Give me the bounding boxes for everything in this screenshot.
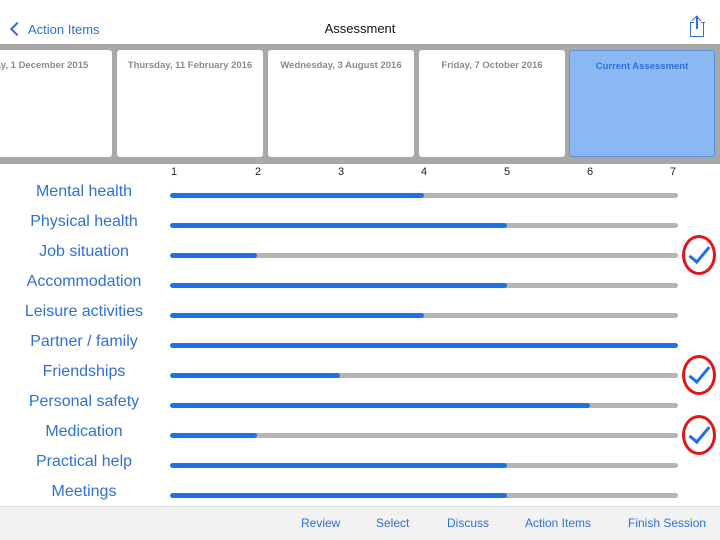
select-button[interactable]: Select: [376, 516, 410, 530]
row-label-physical-health[interactable]: Physical health: [30, 213, 138, 230]
score-fill-personal-safety: [170, 403, 590, 408]
assessment-card-february-2016[interactable]: Thursday, 11 February 2016: [117, 50, 263, 157]
discuss-button[interactable]: Discuss: [447, 516, 490, 530]
scale-tick-4: 4: [421, 166, 428, 178]
row-label-medication[interactable]: Medication: [45, 423, 123, 440]
back-button[interactable]: Action Items: [8, 18, 100, 40]
scale-tick-3: 3: [338, 166, 345, 178]
scale-tick-2: 2: [255, 166, 262, 178]
assessment-card-october-2016[interactable]: Friday, 7 October 2016: [419, 50, 565, 157]
assessment-timeline: day, 1 December 2015 Thursday, 11 Februa…: [0, 44, 720, 164]
score-fill-accommodation: [170, 283, 507, 288]
scale-tick-1: 1: [171, 166, 178, 178]
row-label-personal-safety[interactable]: Personal safety: [28, 393, 140, 410]
score-slider-leisure-activities[interactable]: [170, 313, 678, 318]
score-slider-partner-family[interactable]: [170, 343, 678, 348]
score-fill-mental-health: [170, 193, 424, 198]
row-label-partner-family[interactable]: Partner / family: [30, 333, 138, 350]
back-button-label: Action Items: [28, 21, 100, 37]
bottom-toolbar: Review Select Discuss Action Items Finis…: [0, 506, 720, 540]
assessment-card-december-2015[interactable]: day, 1 December 2015: [0, 50, 112, 157]
review-button[interactable]: Review: [301, 516, 341, 530]
check-tick-icon: [688, 420, 711, 445]
score-slider-friendships[interactable]: [170, 373, 678, 378]
score-fill-job-situation: [170, 253, 258, 258]
score-slider-physical-health[interactable]: [170, 223, 678, 228]
row-label-meetings[interactable]: Meetings: [51, 483, 117, 500]
checkmark-icon[interactable]: [682, 235, 716, 275]
score-fill-friendships: [170, 373, 341, 378]
check-tick-icon: [688, 360, 711, 385]
row-label-practical-help[interactable]: Practical help: [35, 453, 133, 470]
score-slider-practical-help[interactable]: [170, 463, 678, 468]
score-fill-partner-family: [170, 343, 678, 348]
navigation-bar: Action Items Assessment: [0, 0, 720, 44]
row-label-mental-health[interactable]: Mental health: [35, 183, 133, 200]
action-items-button[interactable]: Action Items: [525, 516, 592, 530]
row-label-job-situation[interactable]: Job situation: [39, 243, 129, 260]
finish-session-button[interactable]: Finish Session: [628, 516, 707, 530]
score-fill-medication: [170, 433, 258, 438]
score-fill-physical-health: [170, 223, 507, 228]
score-fill-practical-help: [170, 463, 507, 468]
assessment-card-august-2016[interactable]: Wednesday, 3 August 2016: [268, 50, 414, 157]
checkmark-icon[interactable]: [682, 355, 716, 395]
score-slider-mental-health[interactable]: [170, 193, 678, 198]
score-slider-personal-safety[interactable]: [170, 403, 678, 408]
check-tick-icon: [688, 240, 711, 265]
scale-tick-6: 6: [587, 166, 594, 178]
checkmark-icon[interactable]: [682, 415, 716, 455]
score-slider-accommodation[interactable]: [170, 283, 678, 288]
scale-tick-5: 5: [504, 166, 511, 178]
score-slider-medication[interactable]: [170, 433, 678, 438]
score-slider-meetings[interactable]: [170, 493, 678, 498]
row-label-accommodation[interactable]: Accommodation: [26, 273, 142, 290]
share-icon[interactable]: [689, 15, 705, 38]
row-label-friendships[interactable]: Friendships: [42, 363, 126, 380]
assessment-card-current[interactable]: Current Assessment: [569, 50, 715, 157]
score-slider-job-situation[interactable]: [170, 253, 678, 258]
score-fill-meetings: [170, 493, 507, 498]
page-title: Assessment: [324, 21, 396, 36]
score-fill-leisure-activities: [170, 313, 424, 318]
row-label-leisure-activities[interactable]: Leisure activities: [24, 303, 144, 320]
scale-tick-7: 7: [670, 166, 677, 178]
